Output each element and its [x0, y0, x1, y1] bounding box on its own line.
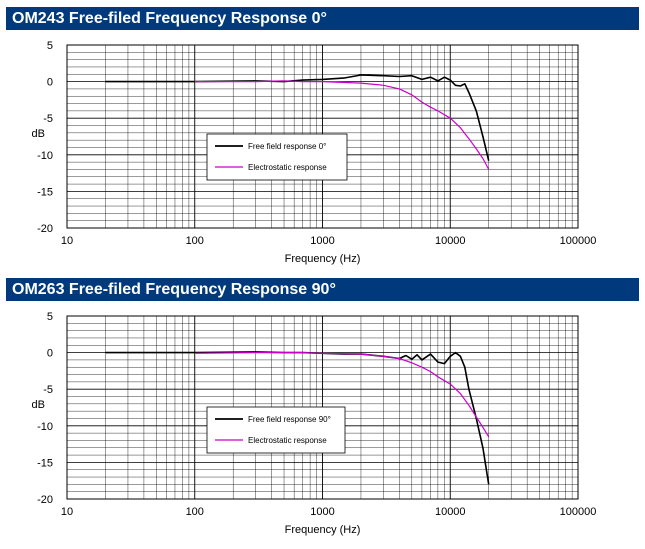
y-tick-label: 0 [47, 77, 53, 89]
x-tick-label: 10000 [435, 506, 466, 518]
x-tick-label: 100 [186, 235, 204, 247]
y-axis-label: dB [32, 128, 45, 140]
y-tick-label: -20 [37, 223, 53, 235]
legend-label: Electrostatic response [248, 436, 327, 445]
x-tick-label: 10 [61, 506, 73, 518]
y-tick-label: -10 [37, 421, 53, 433]
x-tick-label: 100000 [560, 235, 597, 247]
legend-label: Electrostatic response [248, 163, 327, 172]
x-axis-label: Frequency (Hz) [285, 253, 361, 265]
series-line-electrostatic [194, 352, 490, 438]
series-line-free-field [105, 74, 490, 161]
legend-label: Free field response 90° [248, 415, 331, 424]
legend: Free field response 90° Electrostatic res… [206, 406, 346, 454]
chart-1-title: OM243 Free-filed Frequency Response 0° [6, 7, 639, 30]
legend-label: Free field response 0° [248, 142, 326, 151]
chart-1-frequency-response: 5 0 -5 -10 -15 -20 dB 10 100 1000 10000 100000 Frequ… [32, 40, 597, 265]
x-tick-label: 1000 [310, 506, 334, 518]
x-tick-label: 10000 [435, 235, 466, 247]
y-tick-label: -15 [37, 457, 53, 469]
y-tick-label: 0 [47, 348, 53, 360]
chart-2-frequency-response: 5 0 -5 -10 -15 -20 dB 10 100 1000 10000 100000 Frequ… [32, 311, 597, 536]
legend-box [206, 133, 348, 181]
y-tick-label: -20 [37, 494, 53, 506]
y-tick-label: 5 [47, 311, 53, 323]
x-tick-label: 100000 [560, 506, 597, 518]
series-line-electrostatic [194, 80, 490, 170]
x-tick-label: 100 [186, 506, 204, 518]
legend: Free field response 0° Electrostatic resp… [206, 133, 348, 181]
y-tick-label: -15 [37, 186, 53, 198]
x-axis-label: Frequency (Hz) [285, 524, 361, 536]
plot-frame [66, 315, 579, 500]
y-tick-label: -5 [43, 384, 53, 396]
y-tick-label: 5 [47, 40, 53, 52]
legend-box [206, 406, 346, 454]
x-tick-label: 1000 [310, 235, 334, 247]
y-tick-label: -5 [43, 113, 53, 125]
x-tick-label: 10 [61, 235, 73, 247]
y-tick-label: -10 [37, 150, 53, 162]
y-axis-label: dB [32, 399, 45, 411]
chart-2-title: OM263 Free-filed Frequency Response 90° [6, 278, 639, 301]
plot-frame [66, 44, 579, 229]
